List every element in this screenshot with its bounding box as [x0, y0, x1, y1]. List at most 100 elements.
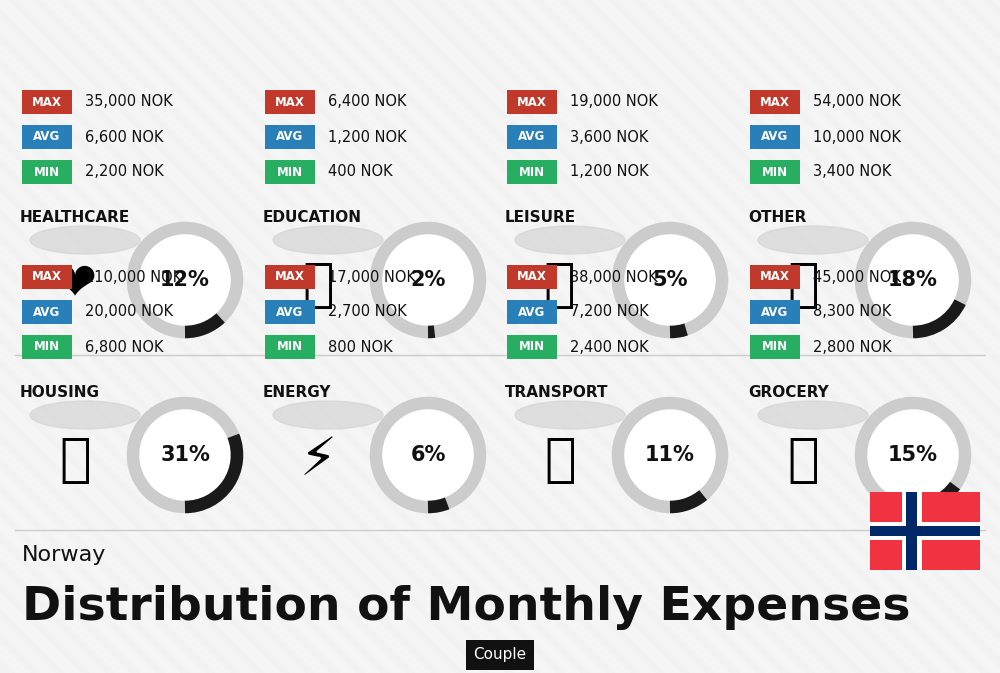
Ellipse shape	[515, 401, 625, 429]
Text: 45,000 NOK: 45,000 NOK	[813, 269, 901, 285]
Circle shape	[856, 398, 970, 512]
Text: 31%: 31%	[160, 445, 210, 465]
Text: ❤️: ❤️	[53, 259, 97, 311]
FancyBboxPatch shape	[750, 265, 800, 289]
Ellipse shape	[758, 401, 868, 429]
Text: HOUSING: HOUSING	[20, 385, 100, 400]
Ellipse shape	[515, 226, 625, 254]
Text: MIN: MIN	[34, 166, 60, 178]
Text: 5%: 5%	[652, 270, 688, 290]
Text: EDUCATION: EDUCATION	[263, 210, 362, 225]
Text: 🏢: 🏢	[59, 434, 91, 486]
Text: 6,600 NOK: 6,600 NOK	[85, 129, 164, 145]
Text: 800 NOK: 800 NOK	[328, 339, 393, 355]
FancyBboxPatch shape	[507, 265, 557, 289]
Text: 54,000 NOK: 54,000 NOK	[813, 94, 901, 110]
FancyBboxPatch shape	[265, 335, 315, 359]
FancyBboxPatch shape	[265, 125, 315, 149]
FancyBboxPatch shape	[265, 300, 315, 324]
Text: AVG: AVG	[276, 306, 304, 318]
Text: MIN: MIN	[519, 166, 545, 178]
Text: GROCERY: GROCERY	[748, 385, 829, 400]
Text: AVG: AVG	[761, 306, 789, 318]
Ellipse shape	[758, 226, 868, 254]
Text: 38,000 NOK: 38,000 NOK	[570, 269, 658, 285]
FancyBboxPatch shape	[902, 492, 922, 570]
Text: AVG: AVG	[761, 131, 789, 143]
Text: MAX: MAX	[760, 271, 790, 283]
Text: 12%: 12%	[160, 270, 210, 290]
Text: MIN: MIN	[762, 341, 788, 353]
Ellipse shape	[30, 226, 140, 254]
Text: OTHER: OTHER	[748, 210, 806, 225]
FancyBboxPatch shape	[750, 90, 800, 114]
Text: MAX: MAX	[32, 271, 62, 283]
FancyBboxPatch shape	[22, 265, 72, 289]
Text: 6,800 NOK: 6,800 NOK	[85, 339, 164, 355]
Text: 19,000 NOK: 19,000 NOK	[570, 94, 658, 110]
Text: 6%: 6%	[410, 445, 446, 465]
Text: 11%: 11%	[645, 445, 695, 465]
Text: 7,200 NOK: 7,200 NOK	[570, 304, 649, 320]
Text: 🎓: 🎓	[302, 259, 334, 311]
Text: Couple: Couple	[473, 647, 527, 662]
Text: MAX: MAX	[517, 96, 547, 108]
FancyBboxPatch shape	[507, 300, 557, 324]
Text: MIN: MIN	[762, 166, 788, 178]
Text: Norway: Norway	[22, 545, 106, 565]
Circle shape	[128, 398, 242, 512]
Text: 2,400 NOK: 2,400 NOK	[570, 339, 649, 355]
Text: AVG: AVG	[33, 306, 61, 318]
Text: AVG: AVG	[33, 131, 61, 143]
Text: 20,000 NOK: 20,000 NOK	[85, 304, 173, 320]
Text: MIN: MIN	[277, 341, 303, 353]
FancyBboxPatch shape	[265, 265, 315, 289]
Text: AVG: AVG	[518, 306, 546, 318]
Circle shape	[128, 223, 242, 337]
Text: 110,000 NOK: 110,000 NOK	[85, 269, 182, 285]
Text: 3,600 NOK: 3,600 NOK	[570, 129, 648, 145]
Circle shape	[613, 223, 727, 337]
FancyBboxPatch shape	[870, 522, 980, 540]
Text: 18%: 18%	[888, 270, 938, 290]
FancyBboxPatch shape	[750, 125, 800, 149]
Text: 6,400 NOK: 6,400 NOK	[328, 94, 406, 110]
Text: MIN: MIN	[519, 341, 545, 353]
Text: 35,000 NOK: 35,000 NOK	[85, 94, 173, 110]
Text: TRANSPORT: TRANSPORT	[505, 385, 608, 400]
FancyBboxPatch shape	[507, 160, 557, 184]
Text: 1,200 NOK: 1,200 NOK	[570, 164, 649, 180]
FancyBboxPatch shape	[507, 90, 557, 114]
Text: 1,200 NOK: 1,200 NOK	[328, 129, 407, 145]
Ellipse shape	[30, 401, 140, 429]
Text: MAX: MAX	[275, 96, 305, 108]
Text: ENERGY: ENERGY	[263, 385, 332, 400]
Text: AVG: AVG	[276, 131, 304, 143]
Text: 2,800 NOK: 2,800 NOK	[813, 339, 892, 355]
Circle shape	[371, 398, 485, 512]
Text: LEISURE: LEISURE	[505, 210, 576, 225]
FancyBboxPatch shape	[750, 300, 800, 324]
FancyBboxPatch shape	[507, 335, 557, 359]
Text: 🛒: 🛒	[787, 434, 819, 486]
FancyBboxPatch shape	[750, 335, 800, 359]
FancyBboxPatch shape	[22, 125, 72, 149]
Ellipse shape	[273, 401, 383, 429]
Text: 💰: 💰	[787, 259, 819, 311]
FancyBboxPatch shape	[870, 492, 980, 570]
Text: MAX: MAX	[32, 96, 62, 108]
Text: AVG: AVG	[518, 131, 546, 143]
Text: MAX: MAX	[517, 271, 547, 283]
Circle shape	[613, 398, 727, 512]
Text: 2%: 2%	[410, 270, 446, 290]
Circle shape	[371, 223, 485, 337]
Text: 🚌: 🚌	[544, 434, 576, 486]
Text: MIN: MIN	[277, 166, 303, 178]
FancyBboxPatch shape	[22, 90, 72, 114]
FancyBboxPatch shape	[22, 300, 72, 324]
FancyBboxPatch shape	[870, 526, 980, 536]
Text: 3,400 NOK: 3,400 NOK	[813, 164, 891, 180]
Text: HEALTHCARE: HEALTHCARE	[20, 210, 130, 225]
FancyBboxPatch shape	[265, 90, 315, 114]
Text: 17,000 NOK: 17,000 NOK	[328, 269, 416, 285]
